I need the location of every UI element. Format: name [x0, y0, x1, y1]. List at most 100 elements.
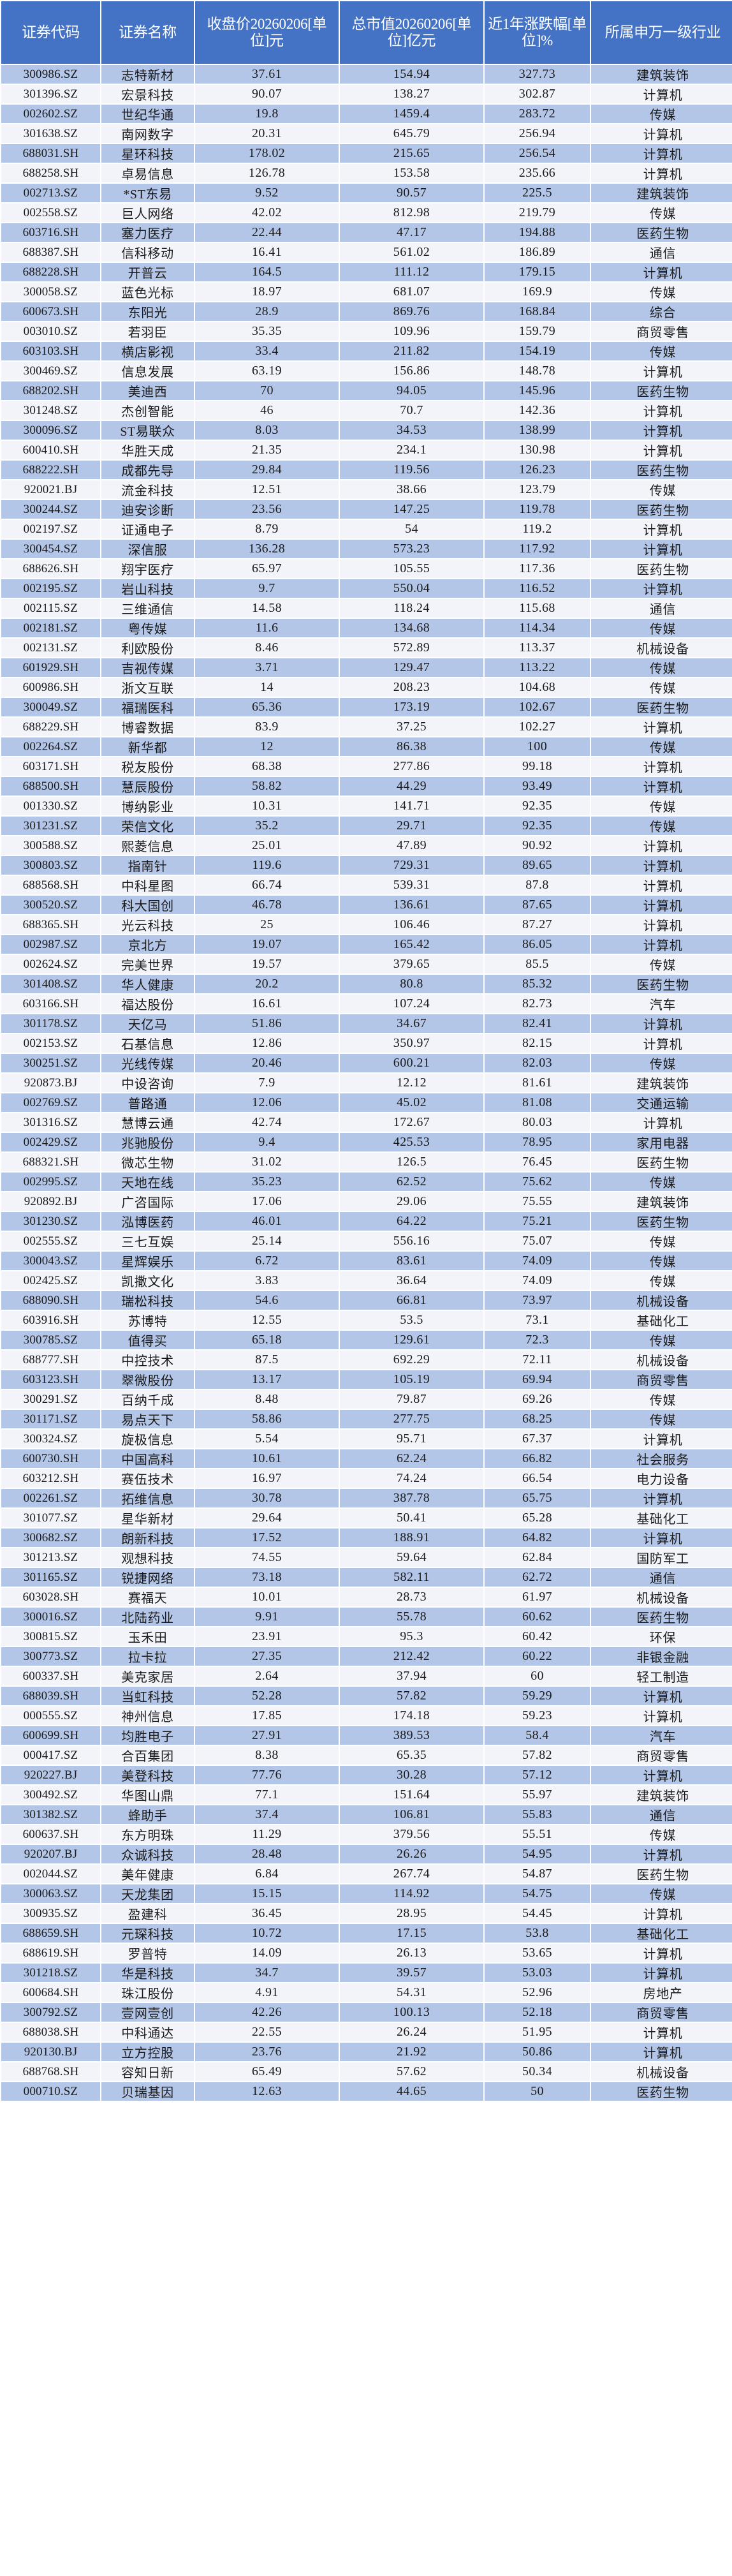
cell-industry: 医药生物: [591, 1212, 732, 1231]
cell-close-price: 20.31: [195, 124, 339, 143]
cell-market-cap: 539.31: [340, 876, 483, 894]
cell-1y-change: 126.23: [485, 461, 590, 479]
cell-name: 东方明珠: [101, 1825, 194, 1844]
cell-code: 301230.SZ: [1, 1212, 100, 1231]
cell-close-price: 21.35: [195, 441, 339, 459]
cell-name: 三维通信: [101, 599, 194, 618]
cell-market-cap: 26.26: [340, 1845, 483, 1863]
cell-market-cap: 106.46: [340, 915, 483, 934]
cell-name: 值得买: [101, 1331, 194, 1349]
cell-1y-change: 168.84: [485, 302, 590, 321]
cell-industry: 计算机: [591, 164, 732, 182]
cell-1y-change: 87.65: [485, 896, 590, 914]
cell-name: 巨人网络: [101, 204, 194, 222]
cell-code: 688228.SH: [1, 263, 100, 281]
table-row: 002624.SZ 完美世界 19.57 379.65 85.5 传媒: [1, 955, 732, 973]
table-row: 688777.SH 中控技术 87.5 692.29 72.11 机械设备: [1, 1351, 732, 1369]
cell-name: 世纪华通: [101, 105, 194, 123]
cell-1y-change: 169.9: [485, 283, 590, 301]
cell-name: 迪安诊断: [101, 500, 194, 519]
cell-code: 688768.SH: [1, 2062, 100, 2081]
table-row: 300520.SZ 科大国创 46.78 136.61 87.65 计算机: [1, 896, 732, 914]
cell-name: 光线传媒: [101, 1054, 194, 1072]
cell-code: 688038.SH: [1, 2023, 100, 2041]
cell-name: 宏景科技: [101, 85, 194, 103]
cell-name: 若羽臣: [101, 322, 194, 341]
cell-market-cap: 95.3: [340, 1627, 483, 1646]
cell-close-price: 7.9: [195, 1074, 339, 1092]
cell-market-cap: 129.47: [340, 658, 483, 677]
cell-market-cap: 172.67: [340, 1113, 483, 1132]
cell-name: 熙菱信息: [101, 836, 194, 855]
table-row: 688038.SH 中科通达 22.55 26.24 51.95 计算机: [1, 2023, 732, 2041]
cell-market-cap: 34.67: [340, 1014, 483, 1033]
cell-industry: 基础化工: [591, 1311, 732, 1329]
cell-1y-change: 74.09: [485, 1252, 590, 1270]
cell-1y-change: 117.36: [485, 559, 590, 578]
table-row: 301248.SZ 杰创智能 46 70.7 142.36 计算机: [1, 401, 732, 420]
cell-name: 泓博医药: [101, 1212, 194, 1231]
table-row: 920873.BJ 中设咨询 7.9 12.12 81.61 建筑装饰: [1, 1074, 732, 1092]
cell-market-cap: 47.17: [340, 223, 483, 242]
cell-close-price: 33.4: [195, 342, 339, 360]
cell-code: 688777.SH: [1, 1351, 100, 1369]
cell-close-price: 12.55: [195, 1311, 339, 1329]
cell-code: 301231.SZ: [1, 817, 100, 835]
cell-1y-change: 119.2: [485, 520, 590, 538]
cell-code: 603123.SH: [1, 1370, 100, 1389]
cell-market-cap: 54.31: [340, 1983, 483, 2002]
table-row: 301077.SZ 星华新材 29.64 50.41 65.28 基础化工: [1, 1509, 732, 1527]
cell-1y-change: 130.98: [485, 441, 590, 459]
cell-close-price: 68.38: [195, 757, 339, 776]
cell-market-cap: 44.29: [340, 777, 483, 796]
cell-1y-change: 69.26: [485, 1390, 590, 1409]
cell-1y-change: 114.34: [485, 619, 590, 637]
cell-market-cap: 141.71: [340, 797, 483, 815]
cell-code: 002425.SZ: [1, 1271, 100, 1290]
cell-code: 688031.SH: [1, 144, 100, 163]
cell-name: 翠微股份: [101, 1370, 194, 1389]
cell-industry: 计算机: [591, 1964, 732, 1982]
cell-1y-change: 159.79: [485, 322, 590, 341]
cell-name: 美迪西: [101, 381, 194, 400]
table-row: 300682.SZ 朗新科技 17.52 188.91 64.82 计算机: [1, 1529, 732, 1547]
cell-industry: 建筑装饰: [591, 1192, 732, 1211]
cell-1y-change: 219.79: [485, 204, 590, 222]
cell-code: 301077.SZ: [1, 1509, 100, 1527]
table-row: 600637.SH 东方明珠 11.29 379.56 55.51 传媒: [1, 1825, 732, 1844]
cell-industry: 传媒: [591, 1232, 732, 1250]
cell-market-cap: 561.02: [340, 243, 483, 262]
cell-industry: 计算机: [591, 362, 732, 380]
cell-market-cap: 156.86: [340, 362, 483, 380]
cell-code: 002624.SZ: [1, 955, 100, 973]
cell-industry: 环保: [591, 1627, 732, 1646]
cell-close-price: 37.61: [195, 65, 339, 84]
cell-industry: 传媒: [591, 1825, 732, 1844]
table-row: 002044.SZ 美年健康 6.84 267.74 54.87 医药生物: [1, 1865, 732, 1883]
table-row: 000710.SZ 贝瑞基因 12.63 44.65 50 医药生物: [1, 2082, 732, 2101]
cell-close-price: 34.7: [195, 1964, 339, 1982]
cell-close-price: 6.72: [195, 1252, 339, 1270]
cell-industry: 机械设备: [591, 2062, 732, 2081]
cell-code: 300324.SZ: [1, 1430, 100, 1448]
cell-name: 星华新材: [101, 1509, 194, 1527]
cell-1y-change: 75.55: [485, 1192, 590, 1211]
cell-close-price: 35.2: [195, 817, 339, 835]
cell-code: 300815.SZ: [1, 1627, 100, 1646]
cell-industry: 计算机: [591, 263, 732, 281]
cell-market-cap: 44.65: [340, 2082, 483, 2101]
cell-industry: 商贸零售: [591, 1746, 732, 1765]
cell-industry: 传媒: [591, 955, 732, 973]
cell-code: 300935.SZ: [1, 1904, 100, 1923]
cell-industry: 医药生物: [591, 698, 732, 716]
cell-code: 002769.SZ: [1, 1093, 100, 1112]
table-row: 603716.SH 塞力医疗 22.44 47.17 194.88 医药生物: [1, 223, 732, 242]
cell-code: 300291.SZ: [1, 1390, 100, 1409]
cell-name: 凯撒文化: [101, 1271, 194, 1290]
table-row: 300469.SZ 信息发展 63.19 156.86 148.78 计算机: [1, 362, 732, 380]
cell-market-cap: 62.52: [340, 1173, 483, 1191]
cell-name: 博纳影业: [101, 797, 194, 815]
cell-market-cap: 36.64: [340, 1271, 483, 1290]
table-row: 300049.SZ 福瑞医科 65.36 173.19 102.67 医药生物: [1, 698, 732, 716]
cell-market-cap: 30.28: [340, 1766, 483, 1784]
